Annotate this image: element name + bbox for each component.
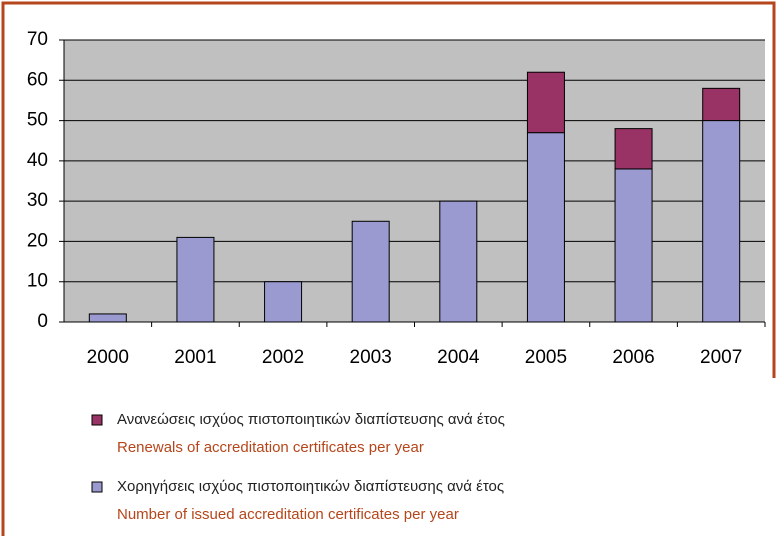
legend-label-en: Number of issued accreditation certifica… [117, 506, 459, 523]
y-tick-label: 10 [27, 271, 48, 292]
bar-segment [702, 120, 741, 323]
y-tick-label: 40 [27, 150, 48, 171]
legend-swatch [91, 481, 103, 493]
x-tick-label: 2004 [437, 347, 480, 368]
bar-segment [88, 313, 127, 323]
x-tick-label: 2000 [87, 347, 129, 368]
y-tick-label: 20 [27, 230, 48, 251]
legend-label: Χορηγήσεις ισχύος πιστοποιητικών διαπίστ… [117, 478, 504, 495]
x-tick-label: 2003 [350, 347, 392, 368]
bar-segment [702, 87, 741, 122]
y-tick-label: 0 [37, 311, 48, 332]
bar-segment [526, 132, 565, 323]
x-tick-label: 2001 [174, 347, 216, 368]
legend-label: Ανανεώσεις ισχύος πιστοποιητικών διαπίστ… [117, 411, 505, 428]
legend-label-en: Renewals of accreditation certificates p… [117, 439, 424, 456]
bar-segment [351, 220, 390, 323]
x-tick-label: 2007 [700, 347, 742, 368]
x-tick-label: 2006 [612, 347, 654, 368]
y-tick-label: 60 [27, 69, 48, 90]
plot-area [64, 40, 765, 322]
y-tick-label: 70 [27, 29, 48, 50]
bar-segment [614, 128, 653, 170]
bar-segment [614, 168, 653, 323]
x-tick-label: 2002 [262, 347, 304, 368]
x-tick-label: 2005 [525, 347, 567, 368]
bar-segment [176, 236, 215, 323]
bar-segment [264, 281, 303, 323]
y-tick-label: 50 [27, 110, 48, 131]
y-tick-label: 30 [27, 190, 48, 211]
bar-segment [439, 200, 478, 323]
bar-segment [526, 71, 565, 134]
legend-swatch [91, 414, 103, 426]
